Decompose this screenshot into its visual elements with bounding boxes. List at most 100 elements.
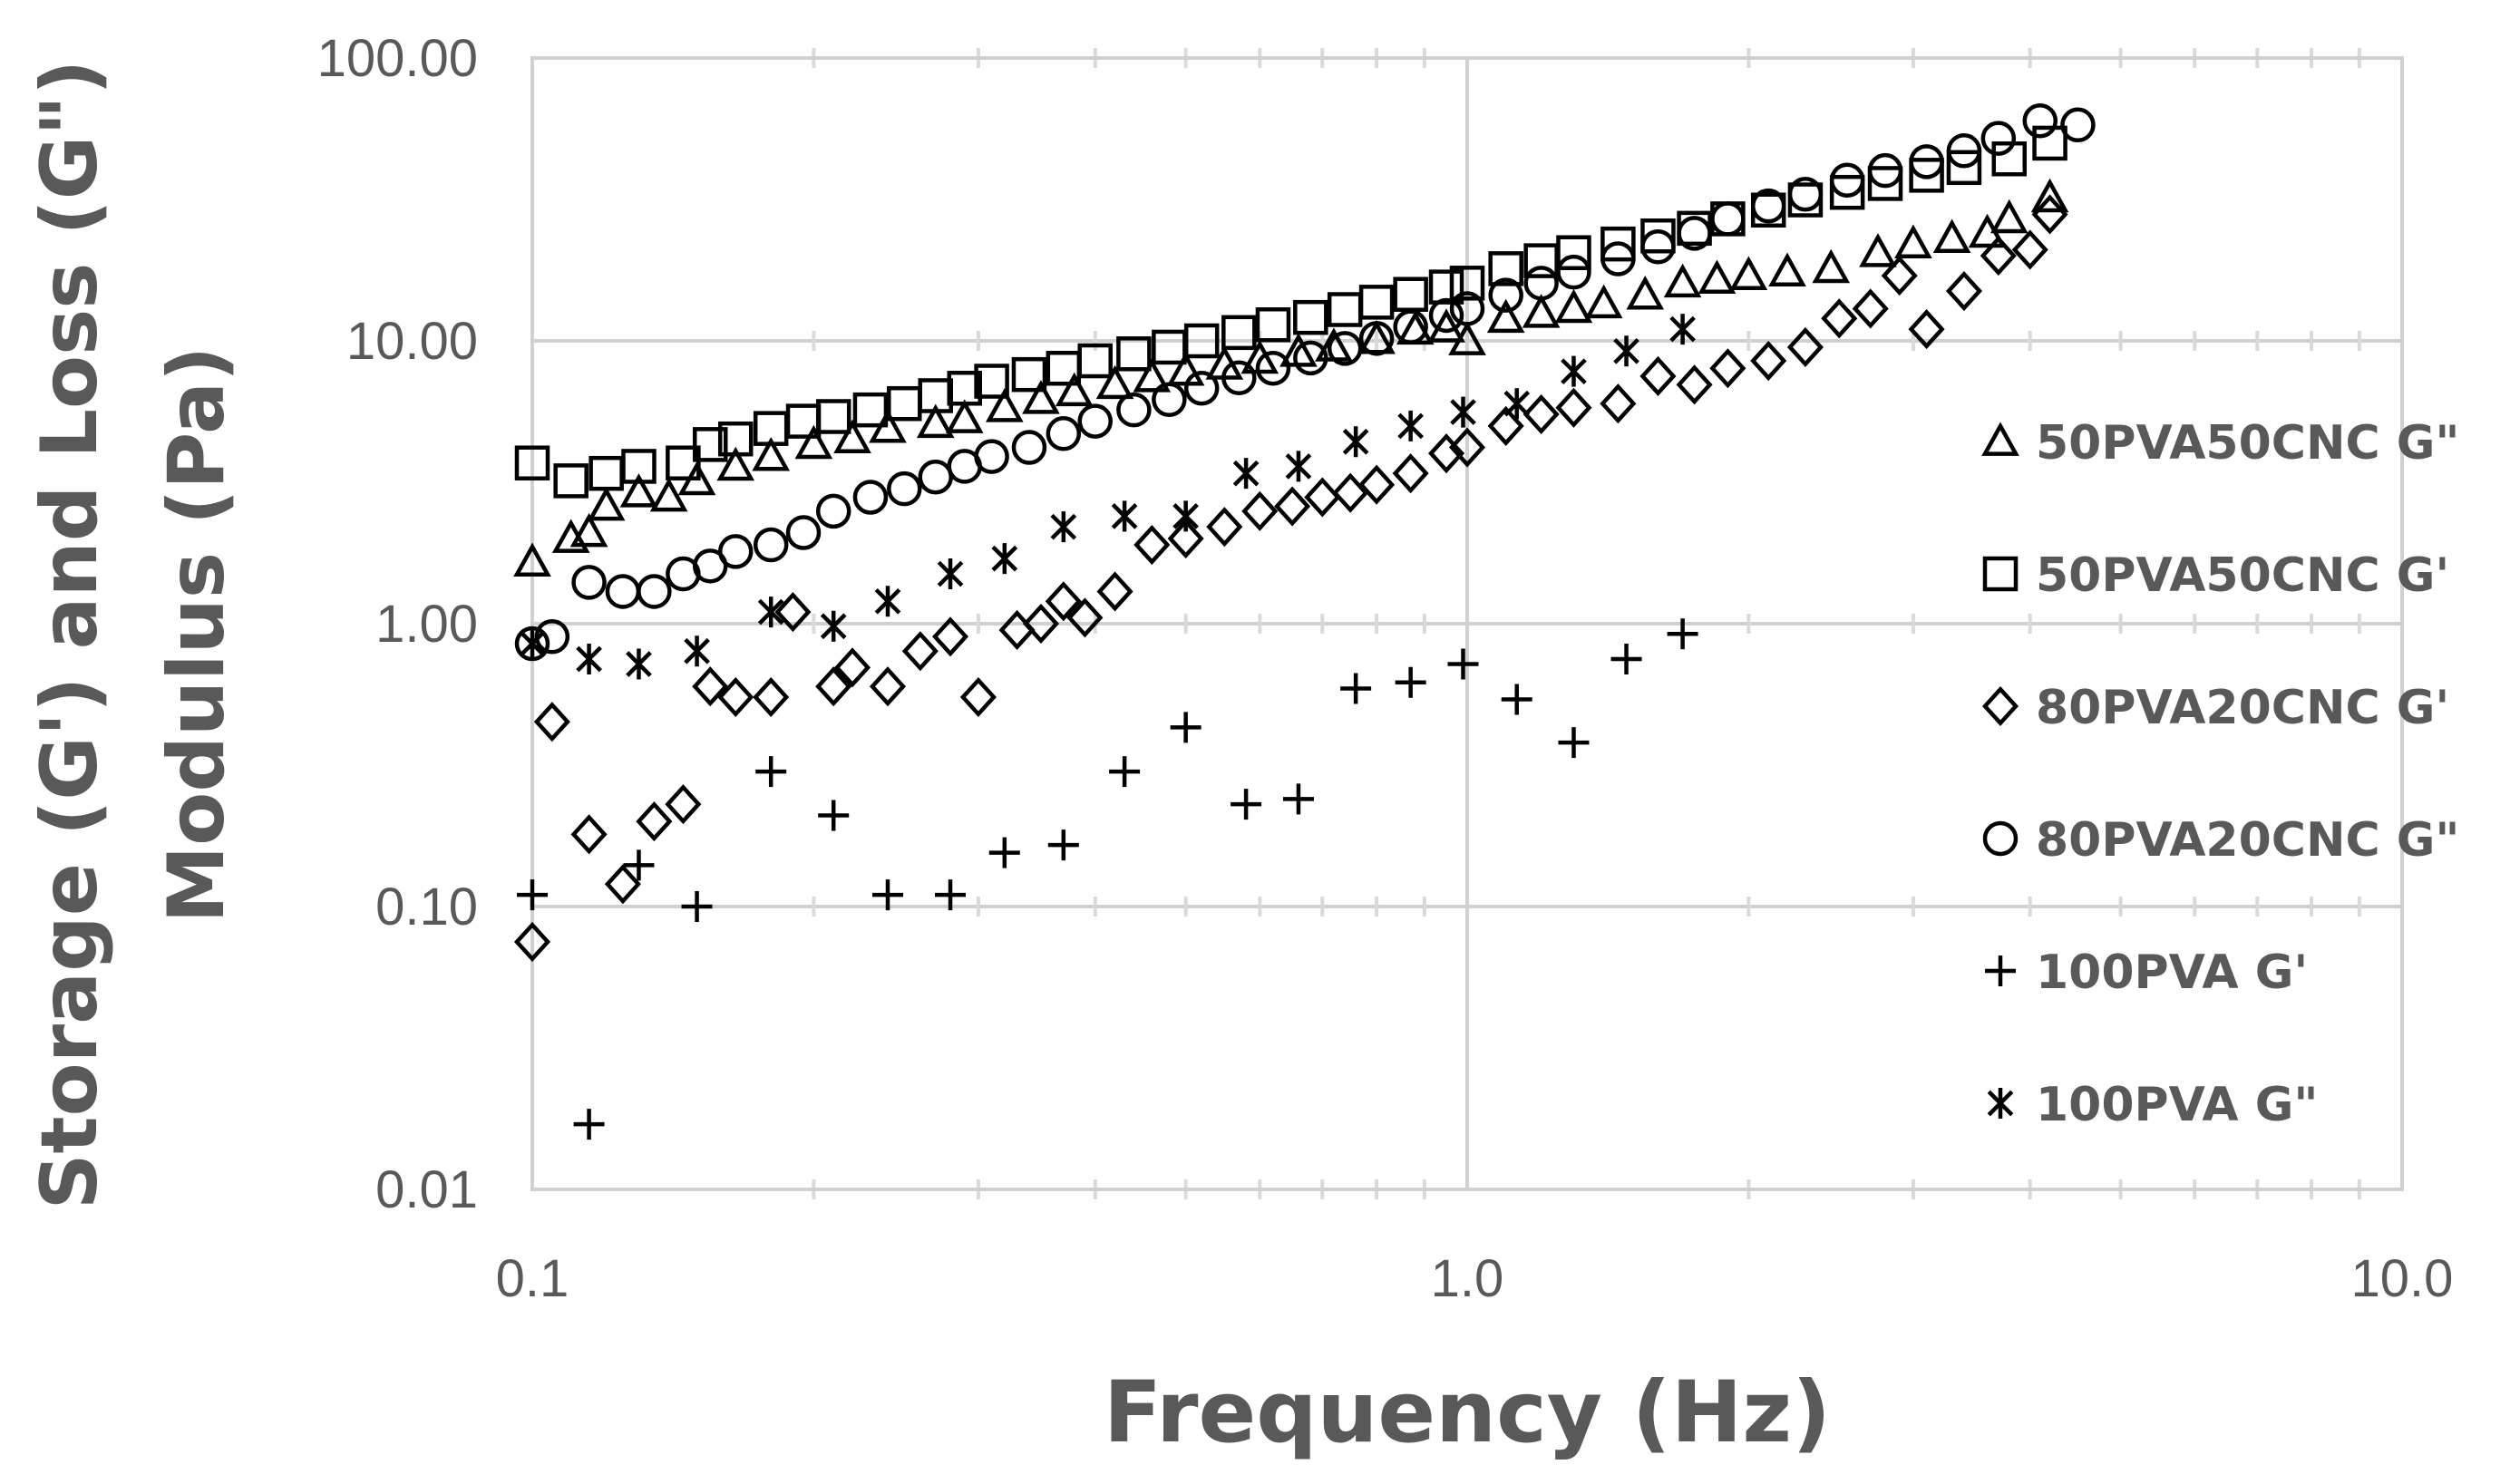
data-point <box>1022 380 1060 414</box>
data-point <box>589 455 624 491</box>
data-point <box>753 676 790 718</box>
data-point <box>637 574 672 609</box>
data-point <box>774 592 812 633</box>
data-point <box>1486 298 1525 334</box>
data-point <box>1663 263 1702 298</box>
data-point <box>1116 392 1152 428</box>
data-point <box>514 445 550 480</box>
data-point <box>815 666 852 707</box>
data-point <box>1909 158 1944 193</box>
x-axis-title: Frequency (Hz) <box>1104 1363 1831 1462</box>
data-point <box>757 597 784 628</box>
data-point <box>623 849 655 881</box>
data-point <box>1066 597 1104 638</box>
data-point <box>1812 248 1851 284</box>
data-point <box>1109 756 1141 788</box>
data-point <box>1221 360 1257 396</box>
data-point <box>1255 350 1291 386</box>
data-point <box>604 864 641 905</box>
series-2 <box>513 194 2068 963</box>
data-point <box>901 631 939 672</box>
data-point <box>1829 174 1865 210</box>
data-point <box>1729 256 1768 290</box>
data-point <box>1293 299 1328 335</box>
data-point <box>1095 364 1134 400</box>
data-point <box>1358 464 1396 505</box>
data-point <box>2060 107 2096 143</box>
data-point <box>1332 472 1369 513</box>
data-point <box>1990 199 2028 234</box>
data-point <box>945 399 984 433</box>
data-point <box>887 385 922 422</box>
data-point <box>605 574 641 609</box>
data-point <box>1342 426 1369 458</box>
tick-labels: 100.00 10.00 1.00 0.10 0.01 0.1 1.0 10.0 <box>317 29 2454 1308</box>
data-point <box>937 558 964 590</box>
data-point <box>820 610 847 642</box>
data-point <box>692 427 728 462</box>
data-point <box>1932 218 1971 253</box>
y-tick-label: 1.00 <box>375 595 478 654</box>
data-point <box>1428 297 1464 334</box>
data-point <box>1133 358 1172 393</box>
data-point <box>935 879 967 911</box>
data-point <box>2031 194 2068 235</box>
data-point <box>717 676 754 718</box>
data-point <box>571 565 607 600</box>
legend-marker <box>1985 955 2016 986</box>
data-point <box>1676 364 1713 405</box>
data-point <box>1555 387 1592 428</box>
data-point <box>1610 643 1642 674</box>
data-point <box>666 445 701 480</box>
data-point <box>553 463 589 499</box>
data-point <box>918 459 953 495</box>
data-point <box>1395 666 1426 698</box>
data-point <box>1397 410 1424 441</box>
data-point <box>916 403 955 439</box>
data-point <box>1111 500 1138 532</box>
data-point <box>991 543 1018 575</box>
data-point <box>1750 188 1786 224</box>
data-point <box>619 473 658 508</box>
gridlines <box>532 48 2402 1199</box>
data-point <box>818 800 850 831</box>
data-point <box>1980 121 2017 156</box>
data-point <box>636 801 673 842</box>
data-point <box>959 676 997 718</box>
y-tick-label: 100.00 <box>317 29 478 88</box>
data-point <box>1448 321 1486 355</box>
data-point <box>871 879 903 911</box>
data-point <box>874 586 901 617</box>
data-point <box>1340 673 1372 704</box>
data-point <box>716 446 755 481</box>
data-point <box>684 635 710 667</box>
legend-label: 80PVA20CNC G' <box>2036 681 2449 735</box>
y-tick-label: 10.00 <box>346 312 478 371</box>
data-point <box>1600 241 1636 276</box>
x-tick-label: 0.1 <box>496 1249 569 1308</box>
data-point <box>752 436 791 471</box>
data-point <box>1327 292 1363 327</box>
data-point <box>1282 783 1314 815</box>
legend: 50PVA50CNC G" 50PVA50CNC G' 80PVA20CNC G' 8… <box>1981 416 2460 1132</box>
data-point <box>1358 285 1395 320</box>
data-point <box>755 756 787 788</box>
data-point <box>2011 229 2048 270</box>
data-point <box>985 388 1024 422</box>
data-point <box>1523 393 1560 435</box>
series-5 <box>519 314 1696 680</box>
legend-label: 100PVA G" <box>2036 1078 2319 1132</box>
series-1 <box>514 125 2067 499</box>
data-point <box>1172 500 1199 532</box>
data-point <box>1946 133 1982 169</box>
data-point <box>1055 372 1094 407</box>
data-point <box>785 515 822 550</box>
data-point <box>988 837 1020 868</box>
data-point <box>1221 315 1257 351</box>
data-point <box>717 534 754 569</box>
data-point <box>1787 176 1824 212</box>
data-point <box>717 421 754 457</box>
data-point <box>1232 458 1260 490</box>
data-point <box>1447 648 1479 680</box>
